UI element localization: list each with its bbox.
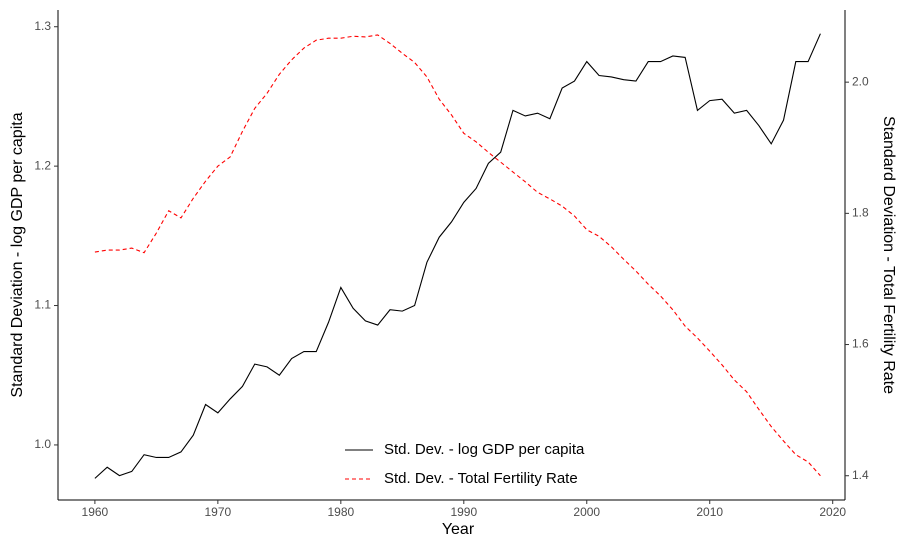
series-line <box>94 33 821 479</box>
y-tick-label: 1.1 <box>34 298 51 312</box>
y-axis-label: Standard Deviation - log GDP per capita <box>9 112 26 397</box>
y2-axis-label: Standard Deviation - Total Fertility Rat… <box>880 116 897 394</box>
x-tick-label: 2020 <box>819 505 846 519</box>
x-tick-label: 1980 <box>327 505 354 519</box>
x-tick-label: 1970 <box>205 505 232 519</box>
series-line <box>94 34 821 477</box>
x-tick-label: 1960 <box>82 505 109 519</box>
y2-tick-label: 2.0 <box>852 74 869 88</box>
y-tick-label: 1.0 <box>34 437 51 451</box>
x-tick-label: 2000 <box>573 505 600 519</box>
y2-tick-label: 1.8 <box>852 206 869 220</box>
x-axis-label: Year <box>442 521 475 537</box>
legend-label: Std. Dev. - Total Fertility Rate <box>384 470 578 487</box>
legend-label: Std. Dev. - log GDP per capita <box>384 441 585 458</box>
y2-tick-label: 1.6 <box>852 337 869 351</box>
y2-tick-label: 1.4 <box>852 468 869 482</box>
x-tick-label: 1990 <box>450 505 477 519</box>
x-tick-label: 2010 <box>696 505 723 519</box>
y-tick-label: 1.2 <box>34 158 51 172</box>
y-tick-label: 1.3 <box>34 19 51 33</box>
